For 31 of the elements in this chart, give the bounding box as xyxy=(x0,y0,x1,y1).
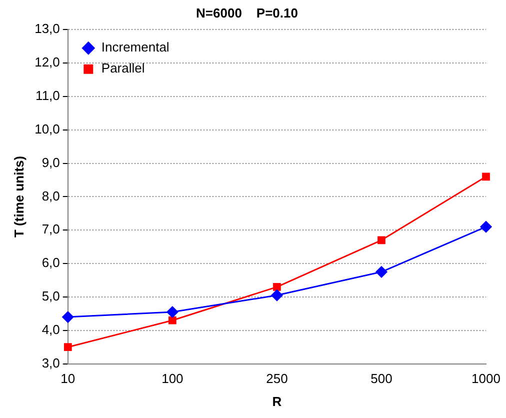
y-tick-label: 12,0 xyxy=(34,54,60,70)
point xyxy=(62,311,74,323)
y-tick-label: 7,0 xyxy=(42,222,60,237)
point xyxy=(273,283,281,291)
legend-label: Incremental xyxy=(101,40,170,55)
x-tick-label: 100 xyxy=(162,371,184,386)
point xyxy=(376,266,388,278)
y-tick-label: 10,0 xyxy=(34,121,60,136)
x-tick-label: 250 xyxy=(266,371,288,386)
y-tick-label: 13,0 xyxy=(34,21,60,36)
y-tick-label: 11,0 xyxy=(36,88,60,104)
point xyxy=(271,290,283,302)
x-tick-label: 10 xyxy=(60,371,76,386)
point xyxy=(482,172,490,181)
y-axis-title: T (time units) xyxy=(11,156,26,238)
y-tick-label: 9,0 xyxy=(42,154,60,170)
x-tick-label: 1000 xyxy=(472,371,500,386)
point xyxy=(168,316,176,324)
point xyxy=(166,306,178,318)
y-tick-label: 4,0 xyxy=(42,322,60,337)
point xyxy=(480,221,492,233)
point xyxy=(378,236,386,244)
y-tick-label: 6,0 xyxy=(42,255,60,270)
legend-label: Parallel xyxy=(101,60,145,76)
chart-title: N=6000 P=0.10 xyxy=(196,5,298,20)
y-tick-label: 5,0 xyxy=(42,288,60,304)
x-tick-label: 500 xyxy=(370,371,392,386)
y-tick-label: 8,0 xyxy=(42,188,60,204)
y-tick-label: 3,0 xyxy=(42,355,60,370)
point xyxy=(64,343,72,352)
x-axis-title: R xyxy=(272,394,282,409)
